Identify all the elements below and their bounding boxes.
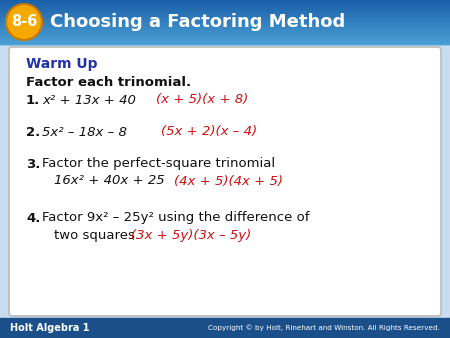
- Bar: [0, 10, 450, 11]
- Bar: [0, 26, 450, 27]
- Bar: [0, 29, 450, 30]
- Bar: [0, 31, 450, 32]
- Bar: [0, 29, 450, 30]
- Bar: [0, 23, 450, 25]
- Text: 3.: 3.: [26, 158, 40, 170]
- Bar: [0, 2, 450, 3]
- Text: 1.: 1.: [26, 94, 40, 106]
- Text: 2.: 2.: [26, 125, 40, 139]
- Bar: [0, 13, 450, 14]
- Bar: [0, 9, 450, 10]
- Bar: [0, 13, 450, 15]
- FancyBboxPatch shape: [9, 47, 441, 316]
- Bar: [0, 28, 450, 29]
- Text: 16x² + 40x + 25: 16x² + 40x + 25: [54, 174, 165, 188]
- Bar: [0, 22, 450, 23]
- Bar: [0, 5, 450, 6]
- Text: two squares.: two squares.: [54, 228, 139, 241]
- Bar: [0, 318, 450, 338]
- Bar: [0, 1, 450, 2]
- Bar: [0, 40, 450, 42]
- Text: (x + 5)(x + 8): (x + 5)(x + 8): [156, 94, 248, 106]
- Bar: [0, 15, 450, 16]
- Bar: [0, 24, 450, 25]
- Bar: [0, 20, 450, 21]
- Bar: [0, 16, 450, 17]
- Bar: [0, 30, 450, 31]
- Text: x² + 13x + 40: x² + 13x + 40: [42, 94, 136, 106]
- Text: Choosing a Factoring Method: Choosing a Factoring Method: [50, 13, 345, 31]
- Bar: [0, 7, 450, 8]
- Bar: [0, 31, 450, 33]
- Bar: [0, 4, 450, 6]
- Bar: [0, 7, 450, 8]
- Bar: [0, 37, 450, 38]
- Bar: [0, 6, 450, 7]
- Bar: [0, 23, 450, 24]
- Bar: [0, 4, 450, 5]
- Text: 4.: 4.: [26, 212, 40, 224]
- Bar: [0, 42, 450, 43]
- Text: Copyright © by Holt, Rinehart and Winston. All Rights Reserved.: Copyright © by Holt, Rinehart and Winsto…: [208, 325, 440, 331]
- Bar: [0, 16, 450, 17]
- Text: Factor each trinomial.: Factor each trinomial.: [26, 75, 191, 89]
- Bar: [0, 33, 450, 34]
- Bar: [0, 35, 450, 37]
- Bar: [0, 19, 450, 20]
- Bar: [0, 18, 450, 20]
- Bar: [0, 1, 450, 3]
- Bar: [0, 14, 450, 15]
- Bar: [0, 38, 450, 39]
- Text: 8-6: 8-6: [11, 15, 37, 29]
- Text: Factor the perfect-square trinomial: Factor the perfect-square trinomial: [42, 158, 275, 170]
- Bar: [0, 3, 450, 4]
- Bar: [0, 26, 450, 28]
- Text: Holt Algebra 1: Holt Algebra 1: [10, 323, 90, 333]
- Bar: [0, 25, 450, 26]
- Bar: [0, 9, 450, 11]
- Bar: [0, 18, 450, 19]
- Circle shape: [6, 4, 42, 40]
- Bar: [0, 40, 450, 41]
- Bar: [0, 39, 450, 40]
- Text: (4x + 5)(4x + 5): (4x + 5)(4x + 5): [174, 174, 283, 188]
- Bar: [0, 43, 450, 44]
- Text: Warm Up: Warm Up: [26, 57, 98, 71]
- Bar: [0, 36, 450, 37]
- Bar: [0, 21, 450, 23]
- Bar: [0, 8, 450, 9]
- Bar: [0, 11, 450, 12]
- Bar: [0, 12, 450, 13]
- Bar: [0, 34, 450, 36]
- Bar: [0, 38, 450, 39]
- Text: Factor 9x² – 25y² using the difference of: Factor 9x² – 25y² using the difference o…: [42, 212, 310, 224]
- Text: (5x + 2)(x – 4): (5x + 2)(x – 4): [161, 125, 257, 139]
- Bar: [0, 32, 450, 33]
- Bar: [0, 21, 450, 22]
- Bar: [0, 17, 450, 18]
- Text: (3x + 5y)(3x – 5y): (3x + 5y)(3x – 5y): [131, 228, 251, 241]
- Text: 5x² – 18x – 8: 5x² – 18x – 8: [42, 125, 127, 139]
- Bar: [0, 41, 450, 42]
- Bar: [0, 0, 450, 1]
- Bar: [0, 43, 450, 45]
- Bar: [0, 27, 450, 28]
- Bar: [0, 34, 450, 35]
